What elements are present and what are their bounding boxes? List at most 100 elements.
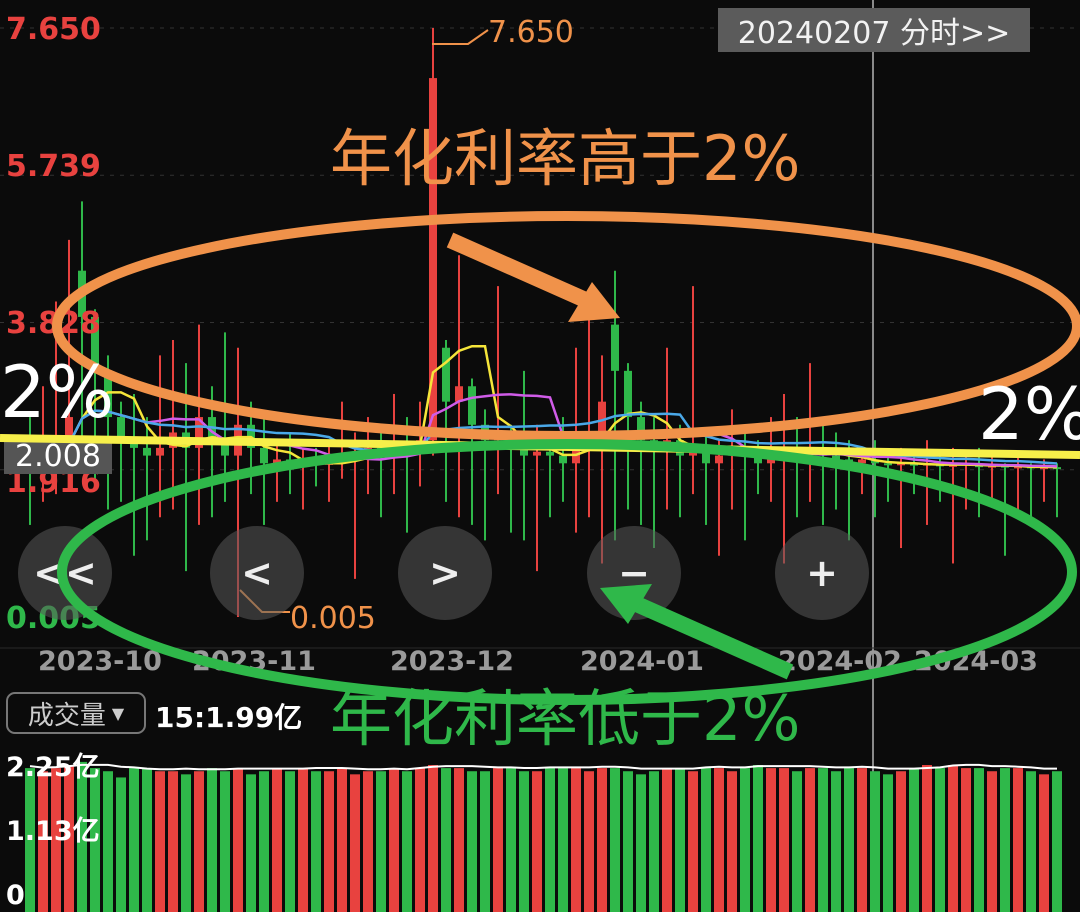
volume-bar bbox=[857, 768, 867, 912]
volume-bar bbox=[246, 774, 256, 912]
x-tick: 2023-10 bbox=[38, 646, 162, 677]
moving-averages bbox=[29, 344, 1058, 469]
volume-bar bbox=[519, 771, 529, 912]
volume-bar bbox=[389, 768, 399, 912]
volume-bar bbox=[25, 768, 35, 912]
volume-bars bbox=[25, 761, 1062, 912]
max-marker-line bbox=[432, 29, 489, 45]
candle-body bbox=[650, 440, 658, 448]
candle-body bbox=[845, 459, 853, 464]
zoom-in-button[interactable]: + bbox=[775, 526, 869, 620]
volume-bar bbox=[90, 768, 100, 912]
volume-bar bbox=[844, 768, 854, 912]
indicator-select-value: 成交量 bbox=[27, 700, 106, 731]
volume-bar bbox=[454, 768, 464, 912]
volume-bar bbox=[285, 771, 295, 912]
candle-body bbox=[715, 455, 723, 464]
volume-bar bbox=[987, 771, 997, 912]
volume-bar bbox=[493, 768, 503, 912]
volume-bar bbox=[480, 771, 490, 912]
volume-bar bbox=[974, 768, 984, 912]
volume-bar bbox=[168, 771, 178, 912]
volume-bar bbox=[701, 768, 711, 912]
volume-bar bbox=[662, 768, 672, 912]
volume-bar bbox=[805, 768, 815, 912]
candle-body bbox=[689, 447, 697, 456]
x-tick: 2024-03 bbox=[914, 646, 1038, 677]
volume-bar bbox=[376, 771, 386, 912]
volume-info: 15:1.99亿 bbox=[155, 701, 303, 734]
volume-bar bbox=[1013, 768, 1023, 912]
volume-bar bbox=[584, 771, 594, 912]
volume-bar bbox=[623, 771, 633, 912]
volume-bar bbox=[870, 771, 880, 912]
candle-body bbox=[442, 347, 450, 402]
next-button[interactable]: > bbox=[398, 526, 492, 620]
candle-body bbox=[624, 370, 632, 418]
volume-bar bbox=[558, 768, 568, 912]
volume-bar bbox=[714, 768, 724, 912]
volume-bar bbox=[129, 768, 139, 912]
volume-bar bbox=[649, 771, 659, 912]
volume-bar bbox=[155, 771, 165, 912]
volume-bar bbox=[311, 771, 321, 912]
volume-bar bbox=[324, 771, 334, 912]
volume-bar bbox=[831, 771, 841, 912]
candle-body bbox=[260, 447, 268, 464]
volume-y-tick: 0 bbox=[6, 880, 25, 911]
volume-bar bbox=[38, 771, 48, 912]
volume-bar bbox=[142, 768, 152, 912]
y-tick-max: 7.650 bbox=[6, 12, 101, 47]
candle-body bbox=[663, 440, 671, 448]
candle-body bbox=[598, 401, 606, 433]
candle-body bbox=[533, 451, 541, 456]
volume-bar bbox=[207, 768, 217, 912]
ma5-line bbox=[29, 344, 1058, 469]
candle-body bbox=[299, 463, 307, 468]
candle-body bbox=[286, 459, 294, 468]
volume-bar bbox=[350, 774, 360, 912]
volume-bar bbox=[896, 771, 906, 912]
volume-bar bbox=[64, 765, 74, 912]
volume-bar bbox=[298, 768, 308, 912]
candle-body bbox=[832, 455, 840, 460]
volume-y-tick: 1.13亿 bbox=[6, 816, 100, 847]
volume-bar bbox=[532, 771, 542, 912]
volume-bar bbox=[961, 768, 971, 912]
volume-bar bbox=[740, 768, 750, 912]
candle-body bbox=[637, 417, 645, 441]
jump-start-button[interactable]: << bbox=[18, 526, 112, 620]
two-percent-left: 2% bbox=[0, 350, 115, 434]
intraday-date-button[interactable]: 20240207 分时>> bbox=[718, 8, 1030, 52]
candle-body bbox=[273, 459, 281, 464]
volume-bar bbox=[779, 768, 789, 912]
volume-bar bbox=[792, 771, 802, 912]
candle-body bbox=[546, 451, 554, 456]
indicator-select[interactable]: 成交量 ▼ bbox=[6, 692, 146, 734]
candle-body bbox=[559, 455, 567, 464]
volume-bar bbox=[116, 777, 126, 912]
volume-bar bbox=[103, 771, 113, 912]
zoom-out-button[interactable]: − bbox=[587, 526, 681, 620]
volume-bar bbox=[766, 768, 776, 912]
prev-button[interactable]: < bbox=[210, 526, 304, 620]
volume-bar bbox=[753, 765, 763, 912]
candle-body bbox=[858, 459, 866, 464]
volume-bar bbox=[727, 771, 737, 912]
chevron-down-icon: ▼ bbox=[111, 703, 125, 723]
max-marker: 7.650 bbox=[488, 15, 574, 50]
volume-bar bbox=[402, 771, 412, 912]
candle-body bbox=[611, 324, 619, 371]
candle-body bbox=[130, 440, 138, 448]
volume-bar bbox=[571, 768, 581, 912]
volume-bar bbox=[636, 774, 646, 912]
volume-bar bbox=[597, 768, 607, 912]
volume-bar bbox=[909, 768, 919, 912]
volume-bar bbox=[220, 771, 230, 912]
candle-body bbox=[221, 440, 229, 456]
below-annotation: 年化利率低于2% bbox=[330, 682, 801, 755]
volume-y-tick: 2.25亿 bbox=[6, 752, 100, 783]
candle-body bbox=[793, 447, 801, 452]
volume-bar bbox=[818, 768, 828, 912]
